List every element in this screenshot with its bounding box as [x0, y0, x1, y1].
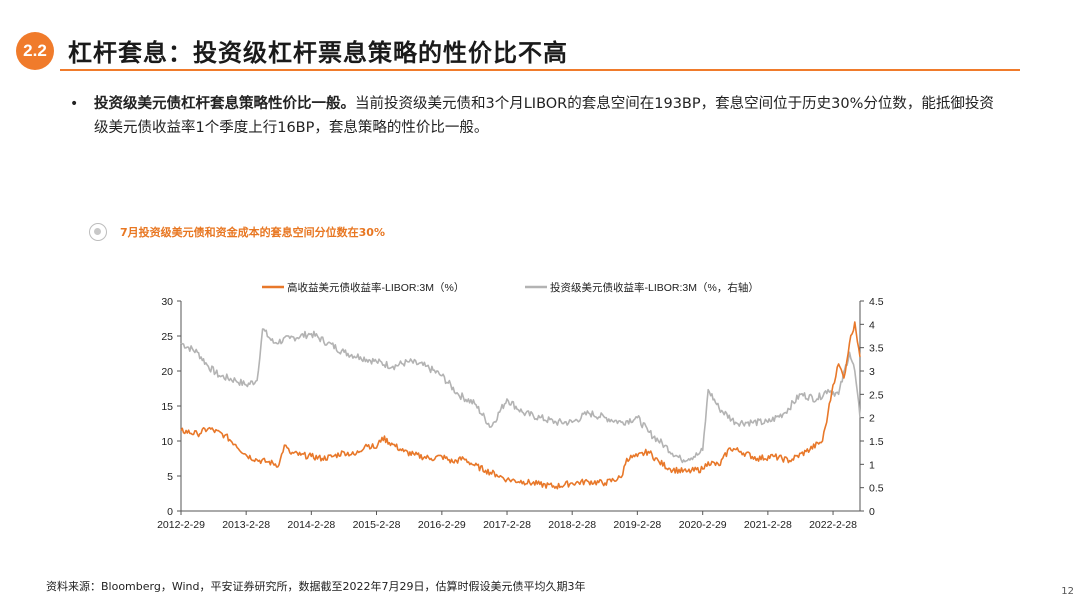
bullet-body: 当前投资级美元债和3个月LIBOR的套息空间在193BP，套息空间位于历史30%… [94, 96, 994, 136]
right-y-tick-label: 4 [869, 319, 875, 331]
dual-axis-line-chart: 0 5 10 15 20 25 30 0 0.5 1 1.5 2 2.5 3 3.5 4 4.5 2012-2-2… [157, 281, 884, 531]
left-y-tick-label: 0 [167, 506, 173, 518]
page-number: 12 [1061, 586, 1074, 597]
legend-investment-grade-label: 投资级美元债收益率-LIBOR:3M（%，右轴） [550, 281, 759, 294]
right-y-tick-label: 2.5 [869, 389, 884, 401]
left-y-tick-label: 15 [161, 401, 173, 413]
right-y-tick-label: 3 [869, 366, 875, 378]
source-note: 资料来源：Bloomberg，Wind，平安证券研究所，数据截至2022年7月2… [46, 580, 586, 593]
x-tick-label: 2017-2-28 [483, 519, 531, 531]
left-y-tick-label: 30 [161, 296, 173, 308]
x-tick-label: 2016-2-29 [418, 519, 466, 531]
right-y-tick-label: 0.5 [869, 483, 884, 495]
x-tick-label: 2014-2-28 [287, 519, 335, 531]
series-line-high-yield [180, 321, 861, 490]
right-y-tick-label: 0 [869, 506, 875, 518]
right-y-tick-label: 4.5 [869, 296, 884, 308]
left-y-tick-label: 5 [167, 471, 173, 483]
bullet-lead: 投资级美元债杠杆套息策略性价比一般。 [94, 96, 355, 112]
x-tick-label: 2019-2-28 [613, 519, 661, 531]
x-tick-label: 2022-2-28 [809, 519, 857, 531]
bullet-text: 投资级美元债杠杆套息策略性价比一般。当前投资级美元债和3个月LIBOR的套息空间… [94, 92, 999, 140]
left-y-tick-label: 20 [161, 366, 173, 378]
legend-high-yield-label: 高收益美元债收益率-LIBOR:3M（%） [287, 281, 464, 294]
title-divider [60, 69, 1020, 71]
left-y-tick-label: 25 [161, 331, 173, 343]
x-tick-label: 2021-2-28 [744, 519, 792, 531]
right-y-tick-label: 1 [869, 459, 875, 471]
left-y-tick-label: 10 [161, 436, 173, 448]
page-title: 杠杆套息：投资级杠杆票息策略的性价比不高 [68, 39, 568, 67]
radio-circle-icon [89, 223, 107, 241]
x-tick-label: 2018-2-28 [548, 519, 596, 531]
right-y-tick-label: 3.5 [869, 343, 884, 355]
chart-heading: 7月投资级美元债和资金成本的套息空间分位数在30% [120, 226, 385, 239]
x-tick-label: 2013-2-28 [222, 519, 270, 531]
series-line-investment-grade [180, 328, 861, 464]
right-y-tick-label: 1.5 [869, 436, 884, 448]
x-tick-label: 2020-2-29 [679, 519, 727, 531]
x-tick-label: 2015-2-28 [353, 519, 401, 531]
right-y-tick-label: 2 [869, 413, 875, 425]
bullet-dot-icon: • [70, 96, 79, 112]
x-tick-label: 2012-2-29 [157, 519, 205, 531]
section-number-badge: 2.2 [16, 32, 54, 70]
